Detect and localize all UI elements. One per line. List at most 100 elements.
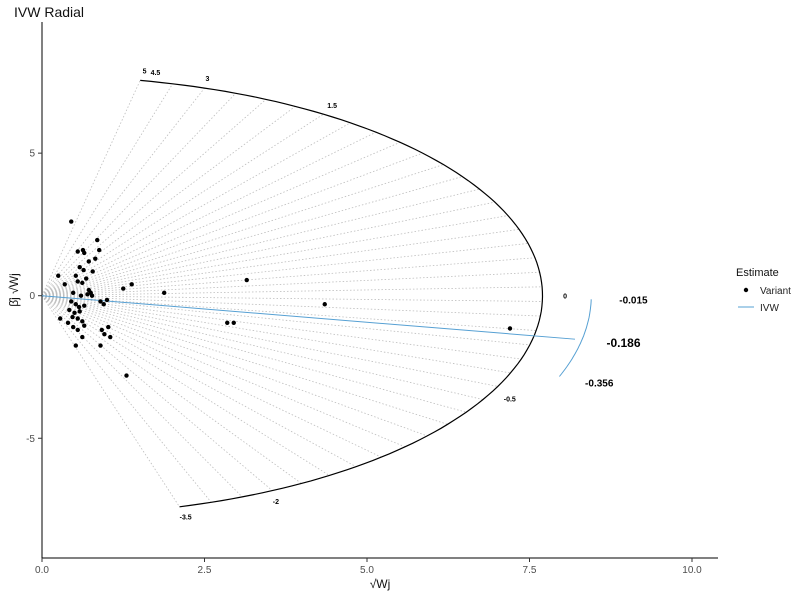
guide-line [41,257,535,297]
variant-point [108,334,113,340]
arc-tick-label: 3 [205,76,209,83]
guide-line [41,295,448,425]
variant-point [70,314,75,320]
arc-tick-label: 1.5 [327,103,337,110]
x-axis-title: √Wj [370,577,391,591]
x-tick-label: 7.5 [523,565,537,576]
variant-point [98,299,103,304]
guide-line [41,131,377,297]
guide-line [41,295,406,448]
ivw-estimate-label: -0.356 [585,379,614,390]
variant-point [84,276,89,281]
x-tick-label: 2.5 [198,565,212,576]
guide-lines [41,80,543,508]
guide-line [41,243,529,297]
variant-point [71,324,76,330]
chart-title: IVW Radial [14,4,85,20]
variant-point [225,320,230,325]
variant-point [86,259,92,264]
variant-point [82,250,87,256]
guide-line [41,295,543,302]
legend: Estimate Variant IVW [736,267,791,314]
arc-tick-label: 0 [563,294,567,301]
variant-point [89,293,95,298]
variant-point [124,373,129,378]
y-tick-label: -5 [26,434,35,445]
legend-title: Estimate [736,267,779,279]
guide-line [41,99,267,297]
variant-point [76,304,82,310]
arc-tick-label: -3.5 [180,514,192,521]
guide-line [41,228,520,297]
variant-point [73,302,79,307]
legend-key-variant [743,287,749,293]
arc-tick-label: 5 [143,69,147,76]
variant-point [80,319,85,324]
x-tick-label: 5.0 [360,565,374,576]
axes: 0.0 2.5 5.0 7.5 10.0 -5 0 5 √Wj β̂j √Wj [7,22,718,591]
variant-point [67,307,72,313]
variant-point [101,302,106,307]
guide-line [41,295,273,491]
guide-line [41,295,530,346]
y-axis-title: β̂j √Wj [7,273,21,306]
guide-line [41,295,541,317]
variant-point [73,273,79,278]
guide-line [41,295,180,508]
y-tick-label: 0 [29,291,35,302]
guide-line [41,295,522,360]
ivw-line-group [41,295,576,340]
arc-labels: 5 4.5 3 1.5 0 -0.5 -2 -3.5 -0.015 -0.186 -0.356 [143,69,648,522]
ivw-ci-arc [559,299,592,377]
variant-point [507,326,513,331]
guide-line [41,80,141,296]
guide-line [41,83,173,296]
variant-point [75,249,80,254]
variant-point [75,316,80,321]
guide-line [41,295,330,476]
x-tick-label: 0.0 [35,565,49,576]
guide-line [41,295,357,468]
guide-line [41,176,463,297]
ivw-line [41,295,576,340]
variant-point [75,279,80,284]
variant-point [90,269,95,274]
guide-line [41,286,543,297]
variant-point [81,267,86,273]
variant-point [77,309,82,314]
variant-point [56,273,61,278]
arcs [140,79,592,508]
guide-line [41,87,205,296]
variant-point [102,331,107,337]
variant-point [69,219,74,224]
guide-line [41,152,423,297]
variant-point [80,280,85,286]
legend-label: Variant [760,286,791,297]
guide-line [41,106,296,297]
variant-point [77,264,82,270]
guide-line [41,295,302,484]
scale-arc [140,79,544,508]
ivw-estimate-label: -0.015 [619,296,648,307]
guide-line [41,122,351,297]
variant-point [98,343,103,348]
variant-point [322,302,327,307]
guide-line [41,201,495,297]
variant-point [244,277,249,283]
guide-line [41,215,509,297]
guide-line [41,295,498,387]
guide-line [41,295,428,437]
variant-point [104,297,110,303]
variant-point [65,320,71,325]
variant-point [93,256,98,261]
variant-point [62,282,67,287]
arc-tick-label: 4.5 [151,70,161,77]
arc-tick-label: -0.5 [504,396,516,403]
variant-point [73,343,79,348]
variant-point [106,324,111,330]
variant-point [162,290,167,296]
ivw-estimate-label: -0.186 [607,336,641,350]
variant-point [97,247,102,253]
guide-line [41,92,236,296]
